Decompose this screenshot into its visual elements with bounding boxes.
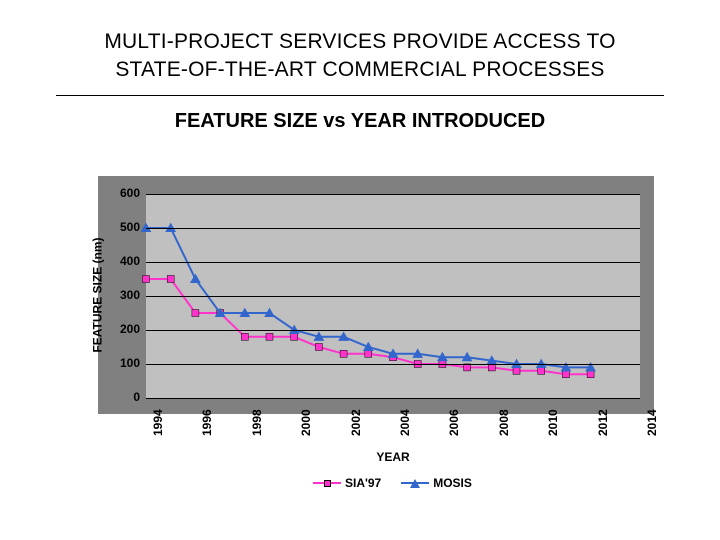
y-tick-label: 0: [106, 390, 140, 404]
marker-square: [167, 276, 174, 283]
y-tick-label: 200: [106, 322, 140, 336]
x-tick-label: 2012: [596, 409, 610, 436]
x-tick-label: 2002: [349, 409, 363, 436]
legend-item: SIA'97: [313, 476, 381, 490]
x-tick-label: 2004: [398, 409, 412, 436]
triangle-marker-icon: [410, 479, 420, 488]
marker-square: [587, 371, 594, 378]
x-tick-label: 1994: [151, 409, 165, 436]
grid-line: [146, 228, 640, 229]
y-tick-label: 100: [106, 356, 140, 370]
square-marker-icon: [324, 480, 331, 487]
marker-square: [192, 310, 199, 317]
marker-triangle: [190, 274, 201, 283]
legend-label: SIA'97: [345, 476, 381, 490]
x-tick-label: 2008: [497, 409, 511, 436]
legend-line: [313, 482, 341, 484]
marker-square: [513, 367, 520, 374]
x-axis-title: YEAR: [146, 450, 640, 464]
marker-square: [538, 367, 545, 374]
x-tick-label: 2010: [546, 409, 560, 436]
marker-square: [266, 333, 273, 340]
y-tick-label: 600: [106, 186, 140, 200]
grid-line: [146, 364, 640, 365]
y-tick-label: 400: [106, 254, 140, 268]
legend-label: MOSIS: [433, 476, 472, 490]
x-tick-label: 2000: [299, 409, 313, 436]
x-tick-label: 1998: [250, 409, 264, 436]
legend-line: [401, 482, 429, 484]
y-tick-label: 500: [106, 220, 140, 234]
legend: SIA'97 MOSIS: [313, 476, 472, 490]
x-tick-label: 1996: [200, 409, 214, 436]
x-tick-label: 2006: [447, 409, 461, 436]
marker-square: [143, 276, 150, 283]
marker-square: [315, 344, 322, 351]
x-tick-label: 2014: [645, 409, 659, 436]
grid-line: [146, 194, 640, 195]
marker-square: [562, 371, 569, 378]
legend-item: MOSIS: [401, 476, 472, 490]
grid-line: [146, 398, 640, 399]
marker-square: [340, 350, 347, 357]
marker-square: [291, 333, 298, 340]
grid-line: [146, 330, 640, 331]
marker-square: [365, 350, 372, 357]
grid-line: [146, 262, 640, 263]
grid-line: [146, 296, 640, 297]
y-tick-label: 300: [106, 288, 140, 302]
marker-square: [241, 333, 248, 340]
series-line: [146, 279, 591, 374]
